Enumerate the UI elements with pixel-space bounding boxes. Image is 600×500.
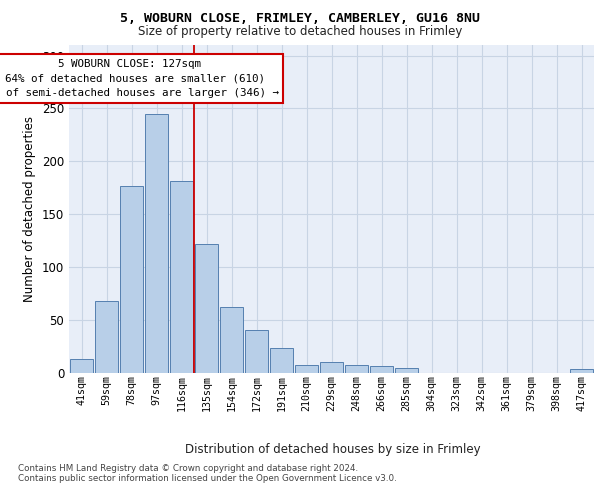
Text: 5, WOBURN CLOSE, FRIMLEY, CAMBERLEY, GU16 8NU: 5, WOBURN CLOSE, FRIMLEY, CAMBERLEY, GU1… [120,12,480,26]
Bar [220,307,243,372]
Bar [145,114,168,372]
Bar [370,366,393,372]
Bar [270,348,293,372]
Bar [170,182,193,372]
Bar [320,362,343,372]
Bar [70,359,93,372]
Text: Size of property relative to detached houses in Frimley: Size of property relative to detached ho… [138,25,462,38]
Text: Contains HM Land Registry data © Crown copyright and database right 2024.
Contai: Contains HM Land Registry data © Crown c… [18,464,397,483]
Bar [395,368,418,372]
Bar [195,244,218,372]
Bar [295,365,318,372]
Text: 5 WOBURN CLOSE: 127sqm
← 64% of detached houses are smaller (610)
36% of semi-de: 5 WOBURN CLOSE: 127sqm ← 64% of detached… [0,58,278,98]
Bar [95,300,118,372]
Bar [245,330,268,372]
Text: Distribution of detached houses by size in Frimley: Distribution of detached houses by size … [185,442,481,456]
Bar [120,186,143,372]
Bar [345,365,368,372]
Y-axis label: Number of detached properties: Number of detached properties [23,116,37,302]
Bar [570,370,593,372]
